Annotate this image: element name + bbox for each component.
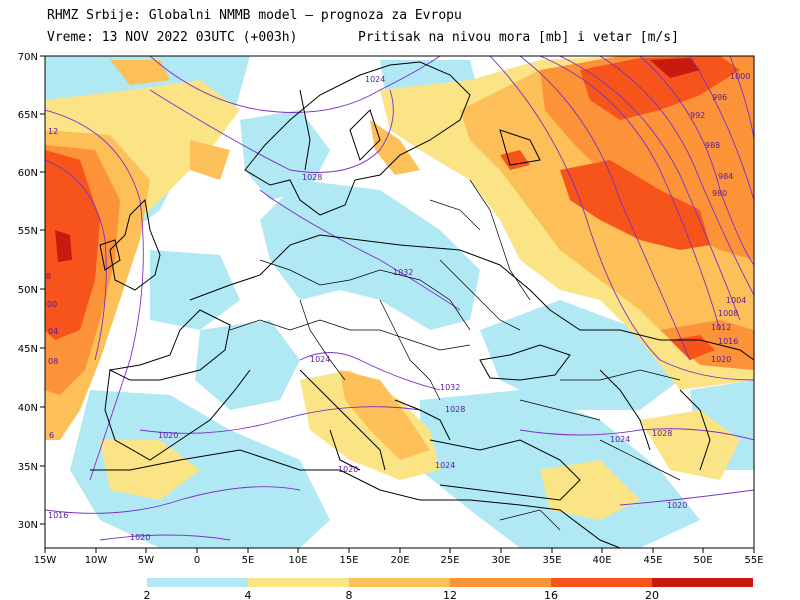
lon-label: 10W	[85, 555, 108, 566]
lon-label: 30E	[491, 555, 510, 566]
isobar-label: 1020	[338, 465, 358, 474]
lat-label: 55N	[18, 226, 38, 237]
isobar-label: 8	[46, 272, 51, 281]
lat-label: 35N	[18, 462, 38, 473]
lat-label: 60N	[18, 168, 38, 179]
colorbar-label: 2	[144, 589, 151, 600]
isobar-label: 00	[47, 300, 57, 309]
coastlines	[90, 61, 754, 548]
isobar-label: 12	[48, 127, 58, 136]
isobar-label: 1024	[365, 75, 385, 84]
colorbar-label: 20	[645, 589, 659, 600]
colorbar-swatch	[652, 578, 753, 587]
lon-label: 40E	[592, 555, 611, 566]
isobar-label: 992	[690, 111, 705, 120]
lon-label: 5E	[242, 555, 255, 566]
lon-label: 25E	[440, 555, 459, 566]
lon-label: 5W	[138, 555, 154, 566]
map-title: RHMZ Srbije: Globalni NMMB model — progn…	[47, 8, 462, 23]
longitude-labels: 15W 10W 5W 0 5E 10E 15E 20E 25E 30E 35E …	[34, 555, 764, 566]
isobar-label: 980	[712, 189, 727, 198]
isobar-label: 1004	[726, 296, 746, 305]
colorbar-label: 12	[443, 589, 457, 600]
isobar-label: 1020	[667, 501, 687, 510]
lat-label: 30N	[18, 520, 38, 531]
isobar-labels: 1024 1028 1032 1024 1032 1028 1020 1020 …	[46, 72, 750, 542]
isobar-label: 04	[48, 327, 58, 336]
forecast-time: Vreme: 13 NOV 2022 03UTC (+003h)	[47, 30, 298, 45]
colorbar-swatch	[349, 578, 450, 587]
lon-label: 20E	[390, 555, 409, 566]
lon-label: 10E	[288, 555, 307, 566]
isobar-label: 988	[705, 141, 720, 150]
isobar-label: 1032	[393, 268, 413, 277]
isobar-label: 6	[49, 431, 54, 440]
lon-label: 50E	[693, 555, 712, 566]
isobar-label: 1028	[302, 173, 322, 182]
lat-label: 40N	[18, 403, 38, 414]
colorbar-swatch	[248, 578, 349, 587]
colorbar-swatch	[450, 578, 551, 587]
isobar-label: 1028	[652, 429, 672, 438]
isobar-label: 1016	[48, 511, 68, 520]
colorbar-swatch	[147, 578, 248, 587]
isobar-label: 1016	[718, 337, 738, 346]
isobar-label: 1000	[730, 72, 750, 81]
lat-label: 65N	[18, 110, 38, 121]
lat-label: 70N	[18, 52, 38, 63]
isobar-label: 1020	[130, 533, 150, 542]
lon-label: 0	[194, 555, 200, 566]
map-subtitle: Pritisak na nivou mora [mb] i vetar [m/s…	[358, 30, 679, 45]
wind-speed-field: 1024 1028 1032 1024 1032 1028 1020 1020 …	[45, 56, 754, 548]
isobar-label: 1024	[310, 355, 330, 364]
isobar-label: 1008	[718, 309, 738, 318]
axis-ticks	[40, 55, 755, 553]
wind-band-20-plus	[55, 58, 700, 262]
colorbar-label: 16	[544, 589, 558, 600]
isobar-label: 1024	[610, 435, 630, 444]
wind-band-16-20	[45, 56, 740, 360]
isobar-label: 1032	[440, 383, 460, 392]
colorbar-label: 8	[346, 589, 353, 600]
country-borders	[229, 179, 681, 531]
lon-label: 15W	[34, 555, 57, 566]
isobar-label: 984	[718, 172, 733, 181]
colorbar-swatch	[551, 578, 652, 587]
colorbar: 2 4 8 12 16 20	[144, 578, 753, 600]
isobars	[45, 56, 754, 541]
lon-label: 45E	[643, 555, 662, 566]
colorbar-label: 4	[245, 589, 252, 600]
latitude-labels: 70N 65N 60N 55N 50N 45N 40N 35N 30N	[18, 52, 38, 531]
lon-label: 15E	[339, 555, 358, 566]
lon-label: 35E	[542, 555, 561, 566]
isobar-label: 996	[712, 93, 727, 102]
isobar-label: 1028	[445, 405, 465, 414]
isobar-label: 1024	[435, 461, 455, 470]
lon-label: 55E	[744, 555, 763, 566]
isobar-label: 1020	[158, 431, 178, 440]
lat-label: 50N	[18, 285, 38, 296]
isobar-label: 08	[48, 357, 58, 366]
isobar-label: 1012	[711, 323, 731, 332]
lat-label: 45N	[18, 344, 38, 355]
isobar-label: 1020	[711, 355, 731, 364]
